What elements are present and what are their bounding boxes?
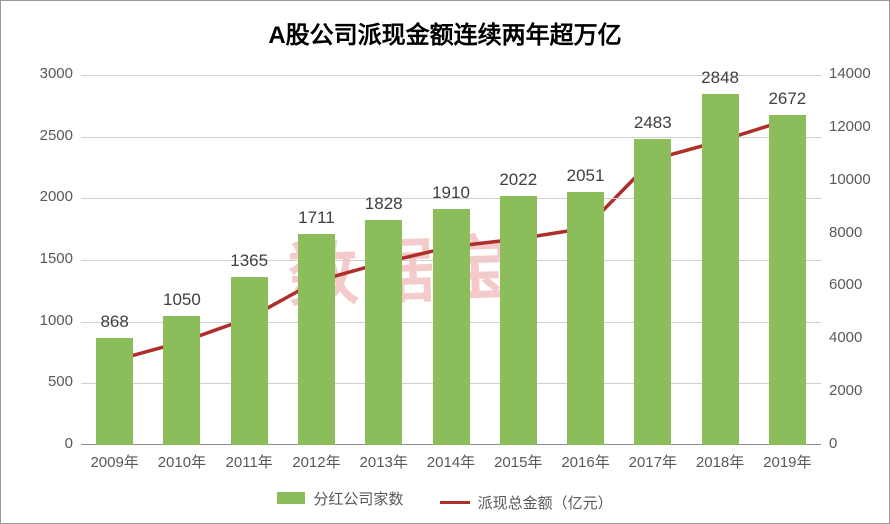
x-tick-label: 2013年: [350, 451, 417, 472]
bar: [500, 196, 537, 445]
bar: [702, 94, 739, 445]
bar: [365, 220, 402, 445]
y-right-tick-label: 2000: [829, 382, 889, 399]
legend-item-bars: 分红公司家数: [277, 488, 403, 509]
legend-item-line: 派现总金额（亿元）: [440, 492, 613, 513]
y-left-tick-label: 1000: [13, 312, 73, 329]
y-left-tick-label: 1500: [13, 250, 73, 267]
bar-value-label: 2848: [686, 68, 753, 88]
y-left-tick-label: 0: [13, 435, 73, 452]
bar-value-label: 868: [81, 312, 148, 332]
x-tick-label: 2012年: [283, 451, 350, 472]
plot-area: 数据宝 868105013651711182819102022205124832…: [81, 75, 821, 445]
x-tick-label: 2010年: [148, 451, 215, 472]
x-tick-label: 2015年: [485, 451, 552, 472]
bar-value-label: 1711: [283, 208, 350, 228]
bar-value-label: 1050: [148, 290, 215, 310]
x-tick-label: 2016年: [552, 451, 619, 472]
bar: [163, 316, 200, 446]
bar: [298, 234, 335, 445]
x-tick-label: 2018年: [686, 451, 753, 472]
chart-container: A股公司派现金额连续两年超万亿 数据宝 86810501365171118281…: [0, 0, 890, 524]
y-right-tick-label: 10000: [829, 171, 889, 188]
bar-value-label: 1910: [417, 183, 484, 203]
legend-label-bars: 分红公司家数: [313, 488, 403, 509]
bar: [769, 115, 806, 445]
bar: [567, 192, 604, 445]
y-right-tick-label: 6000: [829, 276, 889, 293]
y-left-tick-label: 2000: [13, 188, 73, 205]
x-tick-label: 2017年: [619, 451, 686, 472]
bar: [433, 209, 470, 445]
bar-value-label: 1365: [216, 251, 283, 271]
y-right-tick-label: 14000: [829, 65, 889, 82]
y-right-tick-label: 12000: [829, 118, 889, 135]
legend-label-line: 派现总金额（亿元）: [478, 492, 613, 513]
bar: [96, 338, 133, 445]
x-tick-label: 2019年: [754, 451, 821, 472]
bar-value-label: 2672: [754, 89, 821, 109]
bar: [634, 139, 671, 445]
x-tick-label: 2011年: [216, 451, 283, 472]
legend-swatch-line: [440, 501, 470, 504]
bar-value-label: 2483: [619, 113, 686, 133]
legend-swatch-bar: [277, 492, 305, 504]
y-left-tick-label: 2500: [13, 127, 73, 144]
bar: [231, 277, 268, 445]
bar-value-label: 2051: [552, 166, 619, 186]
y-right-tick-label: 4000: [829, 329, 889, 346]
chart-title: A股公司派现金额连续两年超万亿: [1, 15, 889, 50]
y-right-tick-label: 0: [829, 435, 889, 452]
bar-value-label: 1828: [350, 194, 417, 214]
x-tick-label: 2014年: [417, 451, 484, 472]
x-tick-label: 2009年: [81, 451, 148, 472]
bar-value-label: 2022: [485, 170, 552, 190]
y-left-tick-label: 3000: [13, 65, 73, 82]
y-left-tick-label: 500: [13, 373, 73, 390]
y-right-tick-label: 8000: [829, 224, 889, 241]
legend: 分红公司家数 派现总金额（亿元）: [1, 488, 889, 514]
